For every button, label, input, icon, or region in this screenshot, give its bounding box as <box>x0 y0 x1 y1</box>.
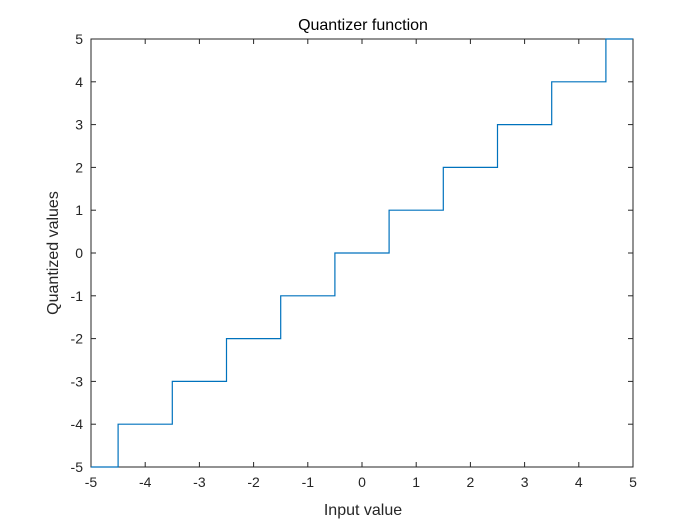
x-axis-label: Input value <box>324 502 402 519</box>
y-tick-label: 2 <box>75 159 83 175</box>
x-tick-label: -1 <box>302 474 315 490</box>
x-tick-label: 1 <box>412 474 420 490</box>
y-tick-label: -2 <box>71 331 84 347</box>
x-tick-label: -4 <box>139 474 152 490</box>
y-tick-label: 0 <box>75 245 83 261</box>
y-tick-label: -3 <box>71 373 84 389</box>
y-tick-label: 1 <box>75 202 83 218</box>
y-tick-label: -5 <box>71 459 84 475</box>
series-line-0 <box>91 38 633 468</box>
x-tick-label: 4 <box>575 474 583 490</box>
y-tick-label: 3 <box>75 117 83 133</box>
y-tick-label: 4 <box>75 74 83 90</box>
x-tick-label: -3 <box>193 474 206 490</box>
x-tick-label: 3 <box>521 474 529 490</box>
x-tick-label: -2 <box>247 474 260 490</box>
x-tick-label: 5 <box>629 474 637 490</box>
axes-box <box>90 38 634 468</box>
y-tick-label: 5 <box>75 31 83 47</box>
x-tick-label: 0 <box>358 474 366 490</box>
y-axis-label: Quantized values <box>45 191 62 315</box>
y-tick-label: -4 <box>71 416 84 432</box>
chart-title: Quantizer function <box>298 17 428 34</box>
plot-area <box>91 38 633 468</box>
y-tick-label: -1 <box>71 288 84 304</box>
x-tick-label: 2 <box>467 474 475 490</box>
x-tick-label: -5 <box>85 474 98 490</box>
